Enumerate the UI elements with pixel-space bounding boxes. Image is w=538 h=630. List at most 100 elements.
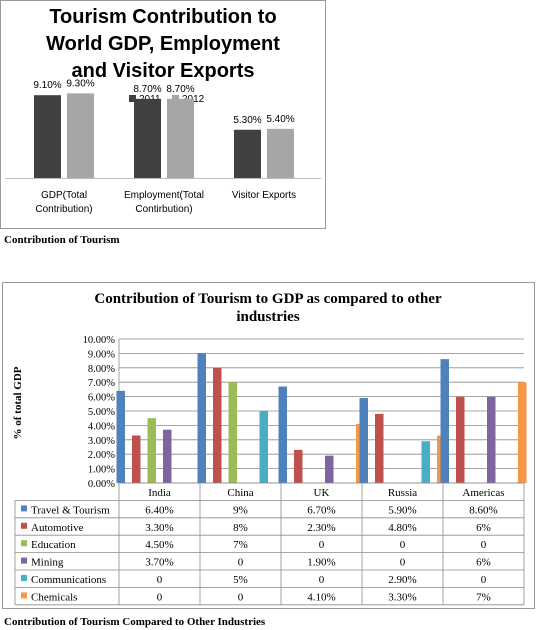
- chart1-category-label: Contribution): [35, 204, 92, 215]
- chart2-table-cell: 7%: [476, 591, 491, 603]
- chart2-legend-swatch: [21, 557, 27, 564]
- chart2-y-tick-label: 4.00%: [88, 421, 115, 432]
- world-tourism-chart-svg: Tourism Contribution to World GDP, Employ…: [5, 6, 321, 215]
- chart1-title-line: Tourism Contribution to: [49, 6, 276, 28]
- chart2-y-tick-label: 9.00%: [88, 349, 115, 360]
- chart2-legend-swatch: [21, 540, 27, 547]
- chart2-legend-swatch: [21, 522, 27, 529]
- chart1-data-label: 5.40%: [266, 114, 294, 125]
- chart1-legend-swatch: [172, 95, 179, 102]
- chart2-y-tick-label: 5.00%: [88, 407, 115, 418]
- chart2-bar: [359, 398, 368, 483]
- chart2-y-tick-label: 10.00%: [83, 335, 116, 346]
- chart2-bar: [132, 435, 141, 483]
- chart2-table-cell: 8%: [233, 522, 248, 534]
- chart1-title-line: World GDP, Employment: [46, 33, 280, 55]
- caption-top: Contribution of Tourism: [4, 234, 120, 246]
- chart2-y-tick-label: 0.00%: [88, 479, 115, 490]
- chart2-table-cell: 4.80%: [388, 522, 416, 534]
- chart1-category-label: Employment(Total: [124, 190, 204, 201]
- chart2-legend-swatch: [21, 575, 27, 581]
- chart2-y-tick-label: 8.00%: [88, 364, 115, 375]
- chart1-category-label: Visitor Exports: [232, 190, 296, 201]
- chart2-category-label: China: [227, 487, 253, 499]
- chart1-bar: [134, 98, 161, 178]
- chart2-bar: [294, 449, 303, 483]
- chart2-bar: [456, 396, 465, 483]
- chart2-bar: [518, 382, 527, 483]
- chart2-table-cell: 3.30%: [388, 591, 416, 603]
- chart1-legend-swatch: [129, 95, 136, 102]
- chart2-table-cell: 7%: [233, 539, 248, 551]
- world-tourism-chart: Tourism Contribution to World GDP, Employ…: [0, 0, 326, 229]
- chart2-table-cell: 0: [400, 539, 406, 551]
- chart2-legend-label: Communications: [31, 574, 106, 586]
- chart2-bar: [440, 359, 449, 483]
- industry-comparison-chart: Contribution of Tourism to GDP as compar…: [2, 282, 535, 609]
- chart2-bar: [421, 441, 430, 483]
- chart2-table-cell: 1.90%: [307, 557, 335, 569]
- chart2-y-axis-label: % of total GDP: [12, 366, 24, 439]
- chart2-y-tick-label: 6.00%: [88, 393, 115, 404]
- chart2-table-cell: 0: [157, 591, 163, 603]
- chart1-bar: [167, 98, 194, 178]
- chart2-bar: [213, 367, 222, 483]
- chart1-data-label: 5.30%: [233, 115, 261, 126]
- chart2-table-cell: 6%: [476, 557, 491, 569]
- chart1-bar: [234, 129, 261, 178]
- chart2-legend-swatch: [21, 592, 27, 599]
- chart1-title-line: and Visitor Exports: [71, 60, 254, 82]
- chart2-y-tick-label: 3.00%: [88, 436, 115, 447]
- chart2-table-cell: 0: [481, 574, 487, 586]
- chart2-bar: [375, 413, 384, 483]
- chart2-table-cell: 0: [238, 557, 244, 569]
- chart2-table-cell: 0: [157, 574, 163, 586]
- chart2-legend-label: Education: [31, 539, 76, 551]
- chart2-table-cell: 0: [400, 557, 406, 569]
- chart1-data-label: 8.70%: [166, 84, 194, 95]
- chart2-table-cell: 4.50%: [145, 539, 173, 551]
- chart2-bar: [325, 455, 334, 483]
- chart1-category-label: Contirbution): [135, 204, 192, 215]
- chart2-table-cell: 2.90%: [388, 574, 416, 586]
- chart2-bar: [228, 382, 237, 483]
- chart2-bar: [487, 396, 496, 483]
- caption-bottom: Contribution of Tourism Compared to Othe…: [4, 616, 266, 628]
- chart2-table-cell: 2.30%: [307, 522, 335, 534]
- chart1-bar: [267, 128, 294, 178]
- chart2-category-label: UK: [314, 487, 330, 499]
- chart2-table-cell: 8.60%: [469, 504, 497, 516]
- chart1-category-label: GDP(Total: [41, 190, 87, 201]
- chart2-bar: [147, 418, 156, 483]
- chart2-table-cell: 6.40%: [145, 504, 173, 516]
- chart1-bar: [67, 93, 94, 178]
- chart2-bar: [163, 429, 172, 483]
- chart1-data-label: 9.10%: [33, 80, 61, 91]
- chart2-legend-label: Automotive: [31, 522, 84, 534]
- chart2-title-line: industries: [236, 309, 300, 325]
- chart2-table-cell: 5.90%: [388, 504, 416, 516]
- chart2-legend-label: Mining: [31, 557, 64, 569]
- chart2-bar: [116, 390, 125, 483]
- chart2-category-label: Russia: [388, 487, 417, 499]
- chart2-table-cell: 5%: [233, 574, 248, 586]
- chart2-legend-label: Travel & Tourism: [31, 504, 110, 516]
- chart2-legend-label: Chemicals: [31, 591, 77, 603]
- chart2-bar: [259, 411, 268, 483]
- chart2-table-cell: 0: [319, 574, 325, 586]
- chart2-category-label: India: [148, 487, 171, 499]
- chart2-y-tick-label: 2.00%: [88, 450, 115, 461]
- chart2-table-cell: 3.30%: [145, 522, 173, 534]
- chart2-table-cell: 0: [238, 591, 244, 603]
- chart2-table-cell: 4.10%: [307, 591, 335, 603]
- chart2-bar: [278, 386, 287, 483]
- industry-comparison-chart-svg: Contribution of Tourism to GDP as compar…: [12, 291, 527, 606]
- chart2-bar: [197, 353, 206, 483]
- chart1-data-label: 9.30%: [66, 78, 94, 89]
- chart2-y-tick-label: 7.00%: [88, 378, 115, 389]
- chart2-legend-swatch: [21, 505, 27, 512]
- chart2-table-cell: 6.70%: [307, 504, 335, 516]
- chart2-title-line: Contribution of Tourism to GDP as compar…: [94, 291, 442, 307]
- chart2-table-cell: 0: [319, 539, 325, 551]
- chart2-table-cell: 3.70%: [145, 557, 173, 569]
